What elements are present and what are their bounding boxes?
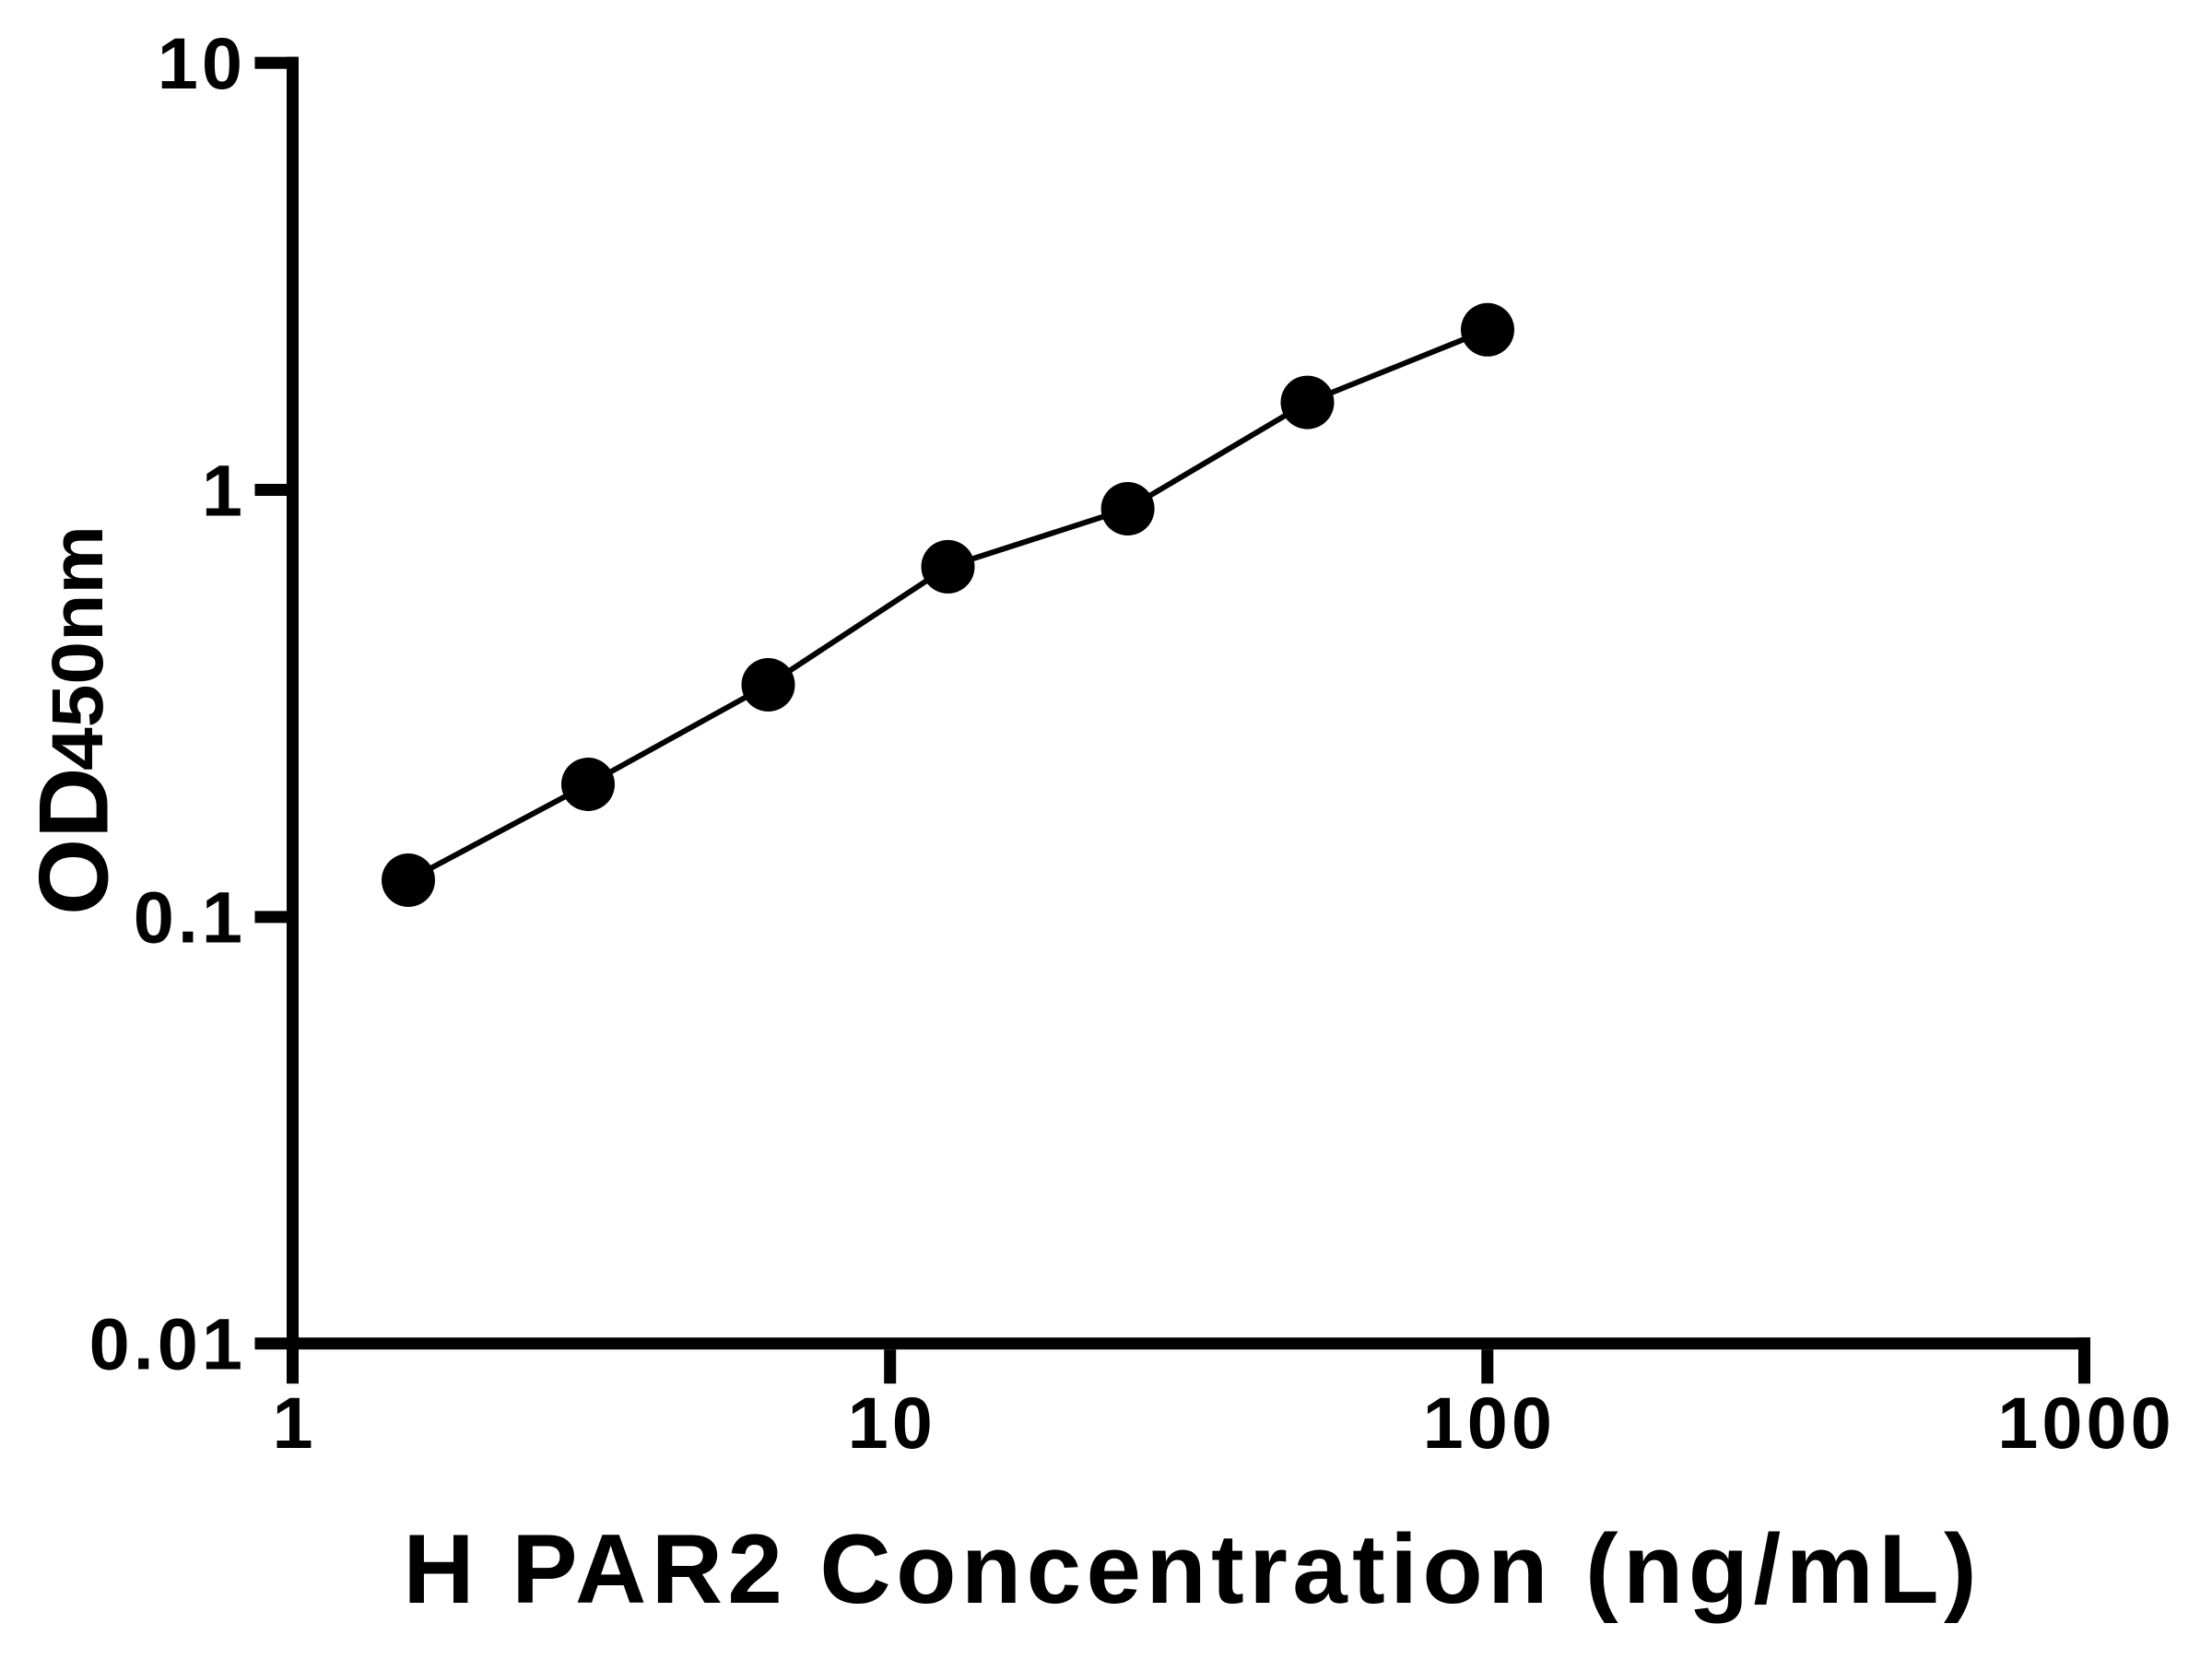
svg-text:10: 10 xyxy=(848,1382,936,1464)
svg-text:0.1: 0.1 xyxy=(134,877,246,959)
svg-text:100: 100 xyxy=(1423,1382,1556,1464)
svg-text:450nm: 450nm xyxy=(36,525,118,771)
svg-text:1000: 1000 xyxy=(1997,1382,2174,1464)
svg-text:OD: OD xyxy=(18,768,129,916)
svg-text:0.01: 0.01 xyxy=(89,1303,246,1385)
svg-text:10: 10 xyxy=(158,22,246,104)
svg-text:1: 1 xyxy=(202,449,246,531)
svg-text:H PAR2 Concentration (ng/mL): H PAR2 Concentration (ng/mL) xyxy=(403,1513,1982,1624)
svg-text:1: 1 xyxy=(272,1382,316,1464)
